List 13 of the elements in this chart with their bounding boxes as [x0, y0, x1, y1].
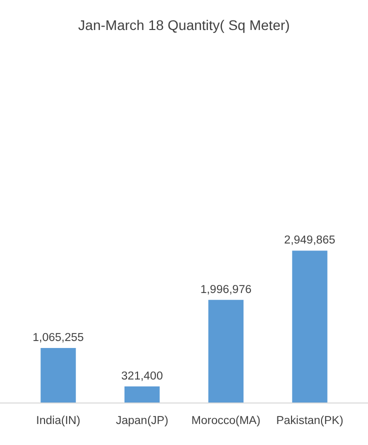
data-label: 1,996,976	[200, 284, 252, 296]
x-tick-label: Japan(JP)	[116, 415, 168, 427]
x-tick-label: Morocco(MA)	[191, 415, 261, 427]
x-tick-label: Pakistan(PK)	[276, 415, 344, 427]
data-label: 1,065,255	[32, 332, 84, 344]
bar	[208, 300, 244, 403]
data-label: 321,400	[121, 370, 163, 382]
data-label: 2,949,865	[284, 234, 336, 247]
chart-title: Jan-March 18 Quantity( Sq Meter)	[78, 17, 290, 33]
bar	[292, 250, 328, 403]
x-tick-label: India(IN)	[36, 415, 80, 427]
bar	[124, 386, 160, 403]
bar	[40, 348, 76, 403]
